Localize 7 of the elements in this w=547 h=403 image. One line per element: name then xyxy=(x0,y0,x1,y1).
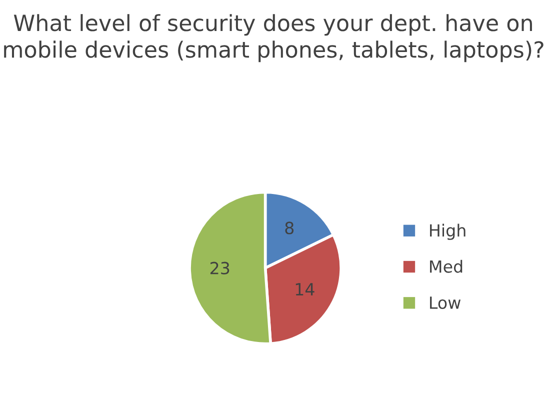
legend-label: Low xyxy=(430,296,461,309)
data-label: 23 xyxy=(210,262,230,274)
legend-label: Med xyxy=(430,260,462,273)
data-label: 14 xyxy=(296,283,314,296)
chart-title: What level of security does your dept. have on mobile devices (smart phones, tablets, laptops)? xyxy=(4,14,544,62)
data-label: 8 xyxy=(285,222,294,234)
legend-label: High xyxy=(430,224,466,240)
